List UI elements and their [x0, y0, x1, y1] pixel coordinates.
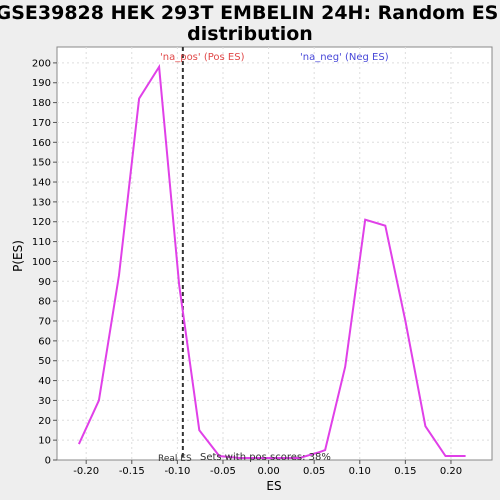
y-axis: 0 10 20 30 40 50 60 70 80 90 100 110 120 130 140 150 160…: [32, 58, 57, 467]
y-tick-label: 160: [32, 138, 51, 149]
sets-pos-scores-label: Sets with pos scores: 38%: [200, 452, 331, 463]
y-tick-label: 80: [38, 297, 51, 308]
y-tick-label: 170: [32, 118, 51, 129]
y-tick-label: 190: [32, 78, 51, 89]
y-tick-label: 180: [32, 98, 51, 109]
x-tick-label: -0.15: [119, 466, 145, 477]
y-tick-label: 120: [32, 217, 51, 228]
y-tick-label: 0: [45, 456, 51, 467]
x-tick-label: -0.20: [73, 466, 99, 477]
x-axis: -0.20 -0.15 -0.10 -0.05 0.00 0.05 0.10 0.15 0.20: [73, 460, 462, 477]
x-tick-label: 0.00: [257, 466, 279, 477]
x-tick-label: 0.20: [440, 466, 462, 477]
y-tick-label: 10: [38, 436, 51, 447]
x-axis-label: ES: [266, 479, 281, 493]
y-tick-label: 150: [32, 158, 51, 169]
y-tick-label: 30: [38, 396, 51, 407]
y-tick-label: 60: [38, 336, 51, 347]
chart-title-line2: distribution: [187, 23, 313, 45]
y-tick-label: 40: [38, 376, 51, 387]
x-tick-label: -0.10: [164, 466, 190, 477]
y-tick-label: 200: [32, 58, 51, 69]
y-tick-label: 140: [32, 178, 51, 189]
y-tick-label: 50: [38, 356, 51, 367]
neg-es-label: 'na_neg' (Neg ES): [300, 52, 389, 63]
real-es-label: Real ES: [158, 454, 192, 464]
y-tick-label: 90: [38, 277, 51, 288]
x-tick-label: 0.15: [394, 466, 416, 477]
y-tick-label: 130: [32, 197, 51, 208]
y-tick-label: 100: [32, 257, 51, 268]
x-tick-label: 0.10: [349, 466, 371, 477]
y-tick-label: 20: [38, 416, 51, 427]
x-tick-label: -0.05: [210, 466, 236, 477]
series-line-es: [77, 63, 466, 459]
y-axis-label: P(ES): [11, 240, 25, 272]
y-tick-label: 110: [32, 237, 51, 248]
y-tick-label: 70: [38, 317, 51, 328]
x-tick-label: 0.05: [303, 466, 325, 477]
chart-title-line1: GSE39828 HEK 293T EMBELIN 24H: Random ES: [0, 2, 498, 24]
pos-es-label: 'na_pos' (Pos ES): [160, 52, 245, 63]
